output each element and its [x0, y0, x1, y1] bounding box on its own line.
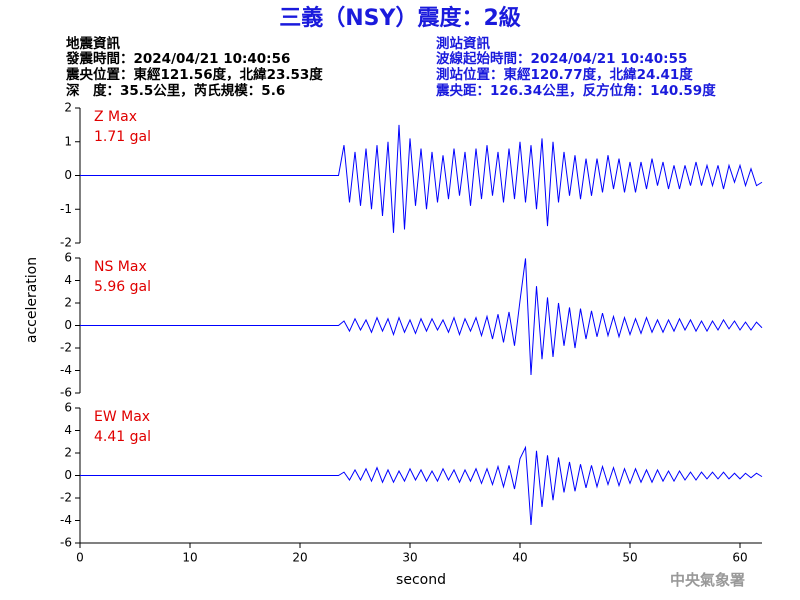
x-tick-label: 60 — [732, 551, 747, 565]
header-right: 測站位置：東經120.77度，北緯24.41度 — [436, 66, 693, 83]
y-tick-label: 0 — [64, 468, 72, 482]
y-tick-label: 0 — [64, 318, 72, 332]
component-title: Z Max — [94, 109, 137, 125]
header-left: 地震資訊 — [66, 35, 120, 52]
y-axis-label: acceleration — [24, 257, 40, 343]
y-tick-label: -6 — [60, 386, 72, 400]
x-axis-label: second — [396, 572, 446, 588]
header-left: 震央位置：東經121.56度，北緯23.53度 — [65, 66, 323, 83]
header-right: 波線起始時間：2024/04/21 10:40:55 — [436, 50, 687, 67]
y-tick-label: -2 — [60, 341, 72, 355]
x-tick-label: 10 — [182, 551, 197, 565]
y-tick-label: 6 — [64, 401, 72, 415]
header-right: 測站資訊 — [436, 35, 490, 52]
x-tick-label: 20 — [292, 551, 307, 565]
y-tick-label: 2 — [64, 101, 72, 115]
peak-value: 1.71 gal — [94, 129, 151, 145]
y-tick-label: -2 — [60, 491, 72, 505]
y-tick-label: 0 — [64, 168, 72, 182]
y-tick-label: 2 — [64, 296, 72, 310]
y-tick-label: -4 — [60, 363, 72, 377]
header-left: 深 度：35.5公里，芮氏規模：5.6 — [66, 82, 285, 99]
y-tick-label: -6 — [60, 536, 72, 550]
x-tick-label: 50 — [622, 551, 637, 565]
y-tick-label: 2 — [64, 446, 72, 460]
y-tick-label: 1 — [64, 134, 72, 148]
footer: 中央氣象署 — [670, 571, 745, 589]
y-tick-label: -2 — [60, 236, 72, 250]
header-right: 震央距：126.34公里，反方位角：140.59度 — [435, 82, 716, 99]
x-tick-label: 0 — [76, 551, 84, 565]
component-title: NS Max — [94, 259, 147, 275]
x-tick-label: 30 — [402, 551, 417, 565]
component-title: EW Max — [94, 409, 150, 425]
x-tick-label: 40 — [512, 551, 527, 565]
y-tick-label: -1 — [60, 202, 72, 216]
y-tick-label: 6 — [64, 251, 72, 265]
peak-value: 4.41 gal — [94, 429, 151, 445]
peak-value: 5.96 gal — [94, 279, 151, 295]
y-tick-label: 4 — [64, 273, 72, 287]
header-left: 發震時間：2024/04/21 10:40:56 — [65, 50, 290, 67]
y-tick-label: 4 — [64, 423, 72, 437]
station-title: 三義（NSY）震度：2級 — [279, 5, 521, 31]
waveform — [80, 258, 763, 376]
y-tick-label: -4 — [60, 513, 72, 527]
waveform — [80, 124, 763, 233]
waveform — [80, 445, 763, 526]
